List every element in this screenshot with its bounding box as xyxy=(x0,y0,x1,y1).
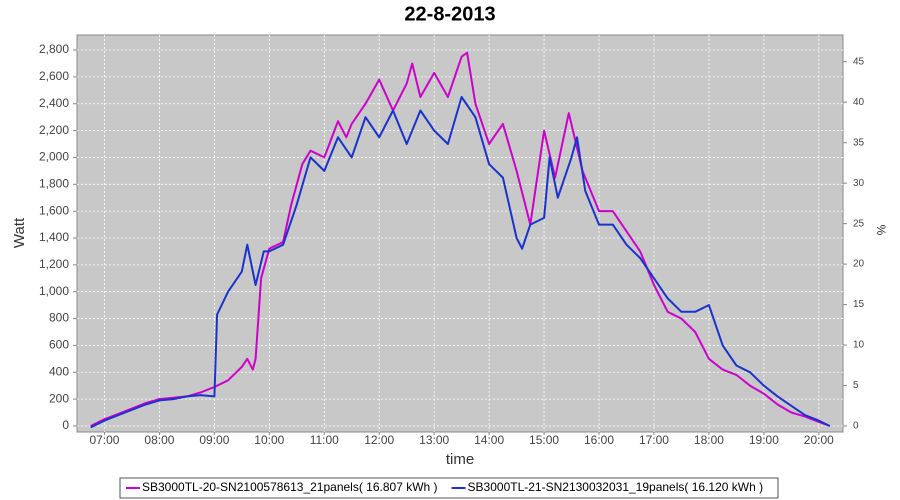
y2-tick-label: 15 xyxy=(853,299,865,310)
x-tick-label: 10:00 xyxy=(254,433,284,447)
y2-tick-label: 40 xyxy=(853,97,865,108)
y2-tick-label: 20 xyxy=(853,259,865,270)
y-tick-label: 1,600 xyxy=(39,203,69,217)
y-tick-label: 1,200 xyxy=(39,257,69,271)
legend-label: SB3000TL-20-SN2100578613_21panels( 16.80… xyxy=(142,480,438,494)
y2-tick-label: 10 xyxy=(853,340,865,351)
y-tick-label: 2,400 xyxy=(39,96,69,110)
x-tick-label: 17:00 xyxy=(639,433,669,447)
y-tick-label: 1,000 xyxy=(39,284,69,298)
y-tick-label: 2,200 xyxy=(39,123,69,137)
y2-axis-label: % xyxy=(874,225,888,236)
x-tick-label: 14:00 xyxy=(474,433,504,447)
y2-tick-label: 30 xyxy=(853,178,865,189)
y-tick-label: 2,600 xyxy=(39,69,69,83)
series-line xyxy=(90,96,831,429)
x-tick-label: 15:00 xyxy=(529,433,559,447)
x-tick-label: 19:00 xyxy=(749,433,779,447)
x-axis-label: time xyxy=(446,451,474,468)
y-tick-label: 600 xyxy=(49,338,69,352)
y-tick-label: 1,400 xyxy=(39,230,69,244)
x-tick-label: 20:00 xyxy=(804,433,834,447)
x-tick-label: 09:00 xyxy=(199,433,229,447)
y2-tick-label: 45 xyxy=(853,56,865,67)
y2-tick-label: 25 xyxy=(853,218,865,229)
legend xyxy=(119,477,779,499)
y-tick-label: 2,000 xyxy=(39,150,69,164)
series-line xyxy=(90,51,831,427)
y-tick-label: 800 xyxy=(49,311,69,325)
y-tick-label: 0 xyxy=(62,418,69,432)
y2-tick-label: 35 xyxy=(853,137,865,148)
chart-title: 22-8-2013 xyxy=(404,3,495,25)
x-tick-label: 11:00 xyxy=(310,433,339,447)
x-tick-label: 07:00 xyxy=(89,433,119,447)
y-tick-label: 400 xyxy=(49,364,69,378)
y2-tick-label: 5 xyxy=(853,380,859,391)
y-tick-label: 200 xyxy=(49,391,69,405)
x-tick-label: 18:00 xyxy=(694,433,724,447)
x-tick-label: 13:00 xyxy=(419,433,449,447)
y-tick-label: 1,800 xyxy=(39,176,69,190)
y2-tick-label: 0 xyxy=(853,421,859,432)
legend-label: SB3000TL-21-SN2130032031_19panels( 16.12… xyxy=(468,480,764,494)
x-tick-label: 08:00 xyxy=(144,433,174,447)
y-axis-label: Watt xyxy=(11,217,28,248)
x-tick-label: 16:00 xyxy=(584,433,614,447)
y-tick-label: 2,800 xyxy=(39,42,69,56)
x-tick-label: 12:00 xyxy=(364,433,394,447)
